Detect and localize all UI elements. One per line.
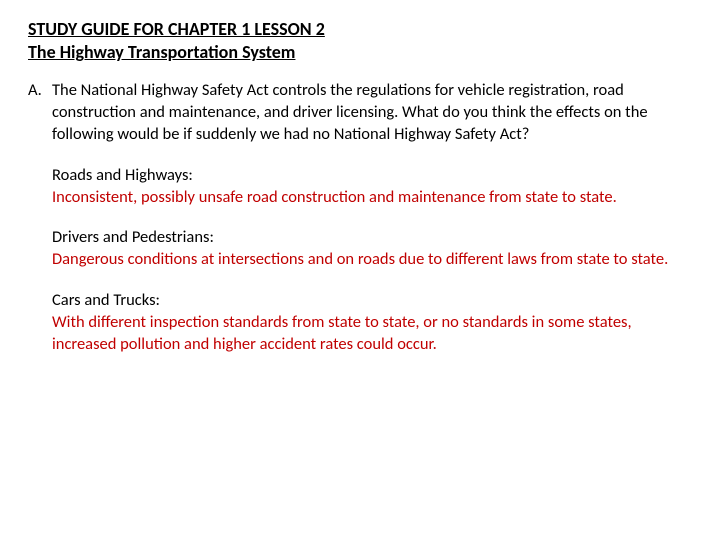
section-heading: Cars and Trucks: xyxy=(52,289,692,311)
section-answer: Dangerous conditions at intersections an… xyxy=(52,248,692,270)
section-cars: Cars and Trucks: With different inspecti… xyxy=(52,289,692,356)
section-answer: With different inspection standards from… xyxy=(52,311,692,356)
study-guide-page: STUDY GUIDE FOR CHAPTER 1 LESSON 2 The H… xyxy=(0,0,720,540)
question-label: A. xyxy=(28,79,52,101)
section-drivers: Drivers and Pedestrians: Dangerous condi… xyxy=(52,226,692,271)
question-text: The National Highway Safety Act controls… xyxy=(52,79,692,146)
page-subtitle: The Highway Transportation System xyxy=(28,41,692,64)
section-heading: Drivers and Pedestrians: xyxy=(52,226,692,248)
question-row: A. The National Highway Safety Act contr… xyxy=(28,79,692,146)
page-title: STUDY GUIDE FOR CHAPTER 1 LESSON 2 xyxy=(28,18,692,41)
section-answer: Inconsistent, possibly unsafe road const… xyxy=(52,186,692,208)
section-roads: Roads and Highways: Inconsistent, possib… xyxy=(52,164,692,209)
section-heading: Roads and Highways: xyxy=(52,164,692,186)
